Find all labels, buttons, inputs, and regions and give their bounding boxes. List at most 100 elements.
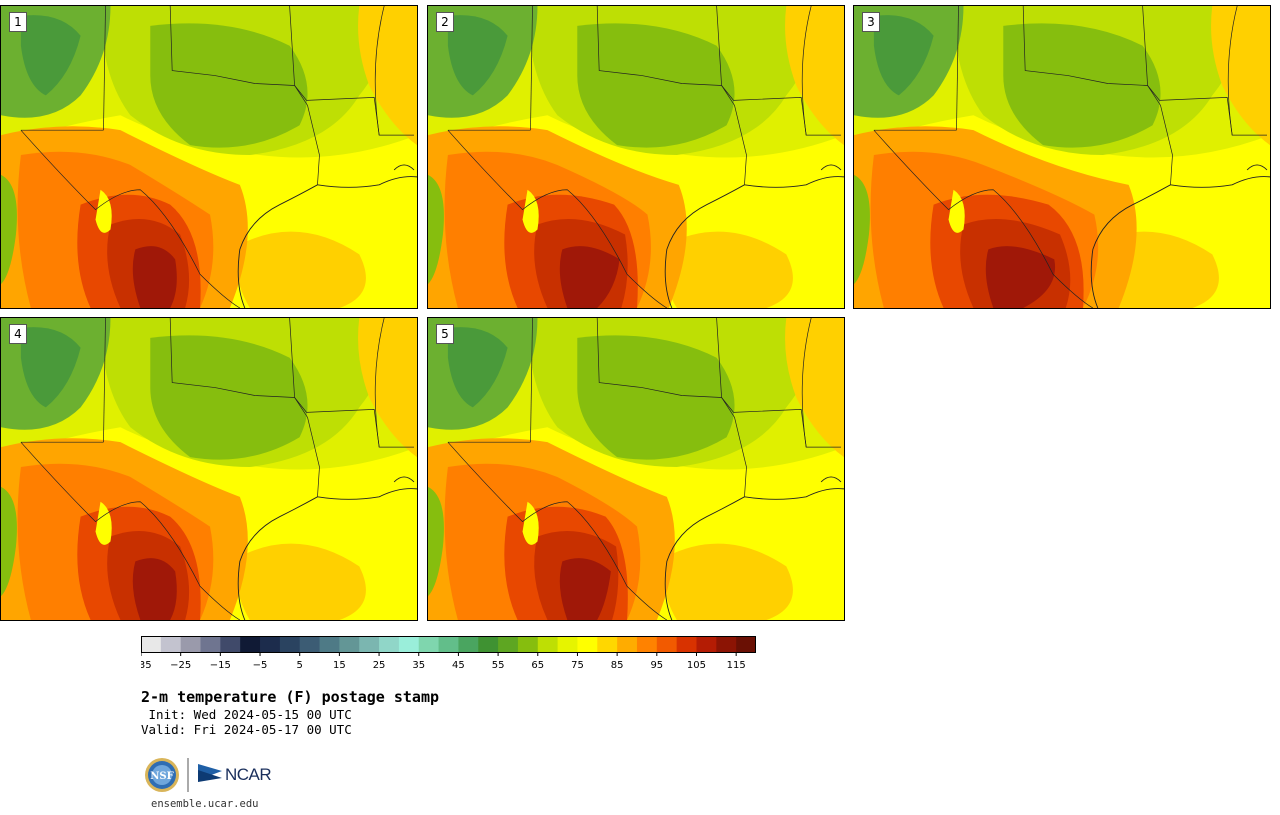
field-band: [447, 15, 508, 96]
colorbar-tick-label: 45: [452, 660, 465, 671]
state-line: [289, 318, 380, 448]
colorbar-tick-label: 35: [412, 660, 425, 671]
field-band: [20, 15, 81, 96]
state-line: [103, 318, 106, 443]
border-line: [873, 129, 1094, 308]
field-band: [132, 246, 177, 308]
colorbar-bin: [160, 636, 182, 653]
init-time: Init: Wed 2024-05-15 00 UTC: [141, 707, 352, 722]
border-line: [20, 129, 241, 308]
colorbar-bin: [577, 636, 598, 653]
state-line: [103, 6, 106, 131]
state-line: [716, 6, 807, 136]
colorbar-bin: [279, 636, 301, 653]
colorbar-tick-label: 85: [611, 660, 624, 671]
coastline: [744, 176, 844, 188]
ncar-logo-icon: [198, 764, 222, 782]
field-band: [150, 335, 308, 460]
colorbar-bin: [141, 636, 162, 653]
coastline: [393, 164, 415, 171]
field-band: [236, 543, 366, 620]
state-line: [721, 397, 747, 497]
coastline: [393, 476, 415, 483]
coastline: [820, 164, 842, 171]
field-band: [985, 246, 1056, 308]
colorbar-bin: [319, 636, 340, 653]
field-band: [663, 231, 793, 308]
nsf-text: NSF: [150, 771, 173, 782]
colorbar-bin: [617, 636, 638, 653]
stamp-map-4: [1, 318, 417, 620]
stamp-label: 1: [9, 12, 27, 32]
stamp-label: 3: [862, 12, 880, 32]
field-band: [1211, 6, 1270, 146]
colorbar-bin: [557, 636, 578, 653]
colorbar-bin: [418, 636, 440, 653]
state-line: [530, 318, 533, 443]
colorbar-bin: [478, 636, 499, 653]
colorbar-bin: [200, 636, 221, 653]
field-band: [428, 174, 444, 285]
temperature-colorbar: −35 −25 −15 −5 5 15 25 35 45 55 65 75 85 95 105 115: [141, 636, 756, 671]
coastline: [664, 184, 745, 308]
valid-time: Valid: Fri 2024-05-17 00 UTC: [141, 722, 352, 737]
coastline: [237, 184, 318, 308]
sponsor-logos: NSF: [145, 758, 222, 792]
state-line: [1147, 85, 1173, 185]
colorbar-bin: [379, 636, 400, 653]
field-band: [559, 246, 620, 308]
coastline: [820, 476, 842, 483]
coastline: [237, 496, 318, 620]
state-line: [169, 318, 295, 398]
colorbar-tick-label: −5: [253, 660, 268, 671]
nsf-seal-icon: NSF: [145, 758, 179, 792]
field-band: [428, 486, 444, 597]
chart-title: 2-m temperature (F) postage stamp: [141, 688, 440, 706]
colorbar-bin: [736, 636, 756, 653]
state-line: [956, 6, 959, 131]
state-line: [294, 85, 320, 185]
colorbar-tick-label: −15: [210, 660, 231, 671]
state-line: [374, 6, 415, 136]
colorbar-bin: [240, 636, 261, 653]
colorbar-bin: [260, 636, 281, 653]
colorbar-tick-label: −25: [170, 660, 191, 671]
colorbar-tick-label: 115: [727, 660, 746, 671]
stamp-panel-3: 3: [853, 5, 1271, 309]
coastline: [1246, 164, 1268, 171]
field-band: [1, 174, 17, 285]
field-band: [358, 318, 417, 458]
stamp-panel-1: 1: [0, 5, 418, 309]
state-line: [1022, 6, 1148, 86]
temperature-field: [1, 6, 417, 308]
colorbar-bin: [537, 636, 559, 653]
colorbar-bin: [299, 636, 321, 653]
coastline: [664, 496, 745, 620]
stamp-panel-5: 5: [427, 317, 845, 621]
field-band: [358, 6, 417, 146]
colorbar-bin: [716, 636, 737, 653]
colorbar-bin: [180, 636, 202, 653]
field-band: [577, 335, 735, 460]
colorbar-bin: [458, 636, 479, 653]
stamp-map-1: [1, 6, 417, 308]
temperature-field: [428, 6, 844, 308]
field-band: [785, 6, 844, 146]
coastline: [1090, 184, 1171, 308]
colorbar-bin: [676, 636, 697, 653]
colorbar-bin: [438, 636, 459, 653]
stamp-label: 2: [436, 12, 454, 32]
colorbar-bin: [359, 636, 380, 653]
temperature-field: [428, 318, 844, 620]
field-band: [873, 15, 934, 96]
border-line: [20, 441, 241, 620]
stamp-panel-4: 4: [0, 317, 418, 621]
stamp-map-3: [854, 6, 1270, 308]
colorbar-bin: [597, 636, 618, 653]
state-boundaries: [20, 6, 417, 308]
state-line: [374, 318, 415, 448]
field-band: [559, 558, 611, 620]
colorbar-bin: [636, 636, 658, 653]
ncar-text: NCAR: [225, 765, 272, 784]
state-boundaries: [20, 318, 417, 620]
